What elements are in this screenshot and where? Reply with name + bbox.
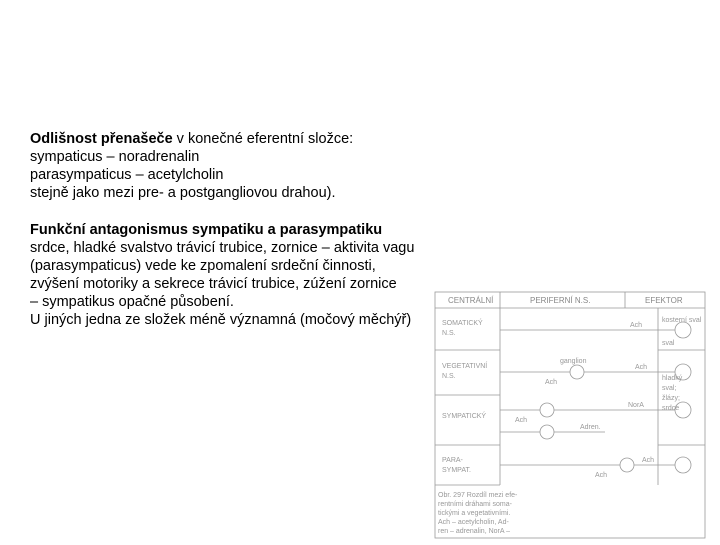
p1-line4: stejně jako mezi pre- a postgangliovou d… [30,185,335,201]
svg-text:Ach: Ach [595,472,607,479]
caption-l0: Obr. 297 Rozdíl mezi efe- [438,492,518,499]
nervous-system-diagram: CENTRÁLNÍ PERIFERNÍ N.S. EFEKTOR SOMATIC… [430,290,710,540]
svg-text:Ach: Ach [630,322,642,329]
ganglion-2 [540,403,554,417]
header-central: CENTRÁLNÍ [448,296,494,305]
header-efektor: EFEKTOR [645,296,683,305]
box-somatic: SOMATICKÝ [442,318,483,327]
p1-rest: v konečné eferentní složce: [173,131,354,147]
p2-heading: Funkční antagonismus sympatiku a parasym… [30,221,420,239]
svg-text:srdce: srdce [662,405,679,412]
svg-text:Ach: Ach [545,379,557,386]
box-sympat: SYMPATICKÝ [442,411,486,420]
svg-text:Ach: Ach [642,457,654,464]
box-parasympat: PARA- [442,457,464,464]
svg-text:sval;: sval; [662,385,676,392]
svg-text:ganglion: ganglion [560,358,587,365]
svg-text:hladký: hladký [662,375,683,382]
paragraph-1: Odlišnost přenašeče v konečné eferentní … [30,130,420,203]
p1-line3: parasympaticus – acetylcholin [30,167,223,183]
caption-l4: ren – adrenalin, NorA – [438,528,510,535]
svg-text:Ach: Ach [635,364,647,371]
ganglion-1 [570,365,584,379]
svg-text:Adren.: Adren. [580,424,601,431]
svg-text:žlázy;: žlázy; [662,395,680,402]
svg-text:NorA: NorA [628,402,644,409]
box-veget: VEGETATIVNÍ [442,361,487,370]
svg-text:kosterní sval: kosterní sval [662,317,702,324]
caption-l3: Ach – acetylcholin, Ad- [438,519,509,526]
p1-heading: Odlišnost přenašeče [30,131,173,147]
svg-text:Ach: Ach [515,417,527,424]
p2-line3: U jiných jedna ze složek méně významná (… [30,312,411,328]
svg-text:SYMPAT.: SYMPAT. [442,467,471,474]
p2-line1: srdce, hladké svalstvo trávicí trubice, … [30,240,414,292]
paragraph-2: Funkční antagonismus sympatiku a parasym… [30,221,420,330]
somatic-effector [675,322,691,338]
main-text: Odlišnost přenašeče v konečné eferentní … [30,130,420,347]
caption-l1: rentními dráhami soma- [438,501,513,508]
svg-text:sval: sval [662,340,675,347]
header-peripheral: PERIFERNÍ N.S. [530,296,590,305]
svg-text:N.S.: N.S. [442,330,456,337]
p2-line2: – sympatikus opačné působení. [30,294,234,310]
p1-line2: sympaticus – noradrenalin [30,149,199,165]
svg-text:N.S.: N.S. [442,373,456,380]
caption-l2: tickými a vegetativními. [438,510,510,517]
ganglion-3 [620,458,634,472]
